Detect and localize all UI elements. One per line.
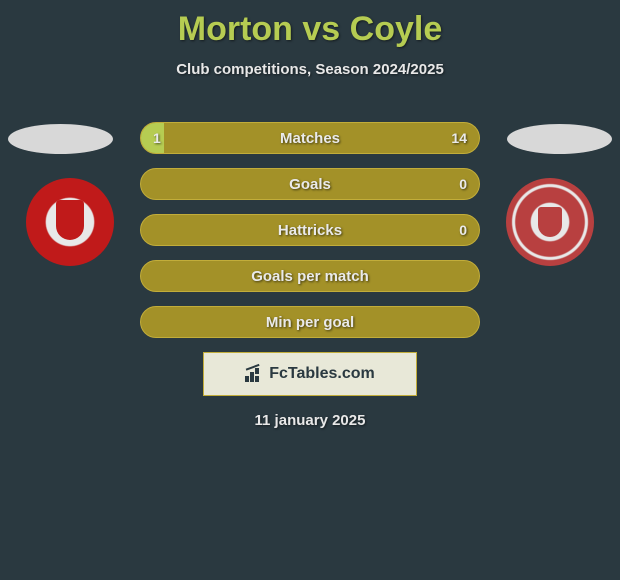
stat-right-value: 0 (459, 222, 467, 238)
stat-label: Goals (289, 176, 331, 193)
chart-icon (245, 366, 265, 382)
club-crest-left (26, 178, 114, 266)
brand-badge[interactable]: FcTables.com (203, 352, 417, 396)
stat-bar: Min per goal (140, 306, 480, 338)
stat-label: Min per goal (266, 314, 354, 331)
stat-bar: Hattricks 0 (140, 214, 480, 246)
stat-label: Matches (280, 130, 340, 147)
stat-bar: Goals per match (140, 260, 480, 292)
stat-label: Goals per match (251, 268, 369, 285)
date-label: 11 january 2025 (0, 412, 620, 429)
stat-right-value: 0 (459, 176, 467, 192)
brand-text: FcTables.com (269, 365, 375, 383)
player-photo-left (8, 124, 113, 154)
stat-bar: 1 Matches 14 (140, 122, 480, 154)
stat-left-value: 1 (153, 130, 161, 146)
stats-bars: 1 Matches 14 Goals 0 Hattricks 0 Goals p… (140, 122, 480, 352)
subtitle: Club competitions, Season 2024/2025 (0, 61, 620, 78)
club-crest-right (506, 178, 594, 266)
stat-bar: Goals 0 (140, 168, 480, 200)
stat-label: Hattricks (278, 222, 342, 239)
player-photo-right (507, 124, 612, 154)
stat-right-value: 14 (451, 130, 467, 146)
page-title: Morton vs Coyle (0, 0, 620, 49)
